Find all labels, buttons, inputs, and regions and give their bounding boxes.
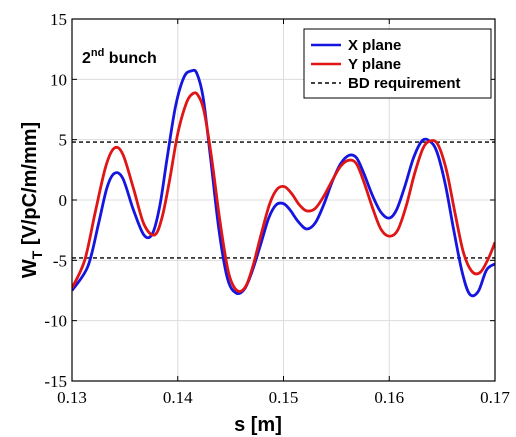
y-tick-label-5: 10 bbox=[50, 70, 67, 89]
y-tick-label-2: -5 bbox=[53, 251, 67, 270]
legend-label-bd-requirement: BD requirement bbox=[348, 75, 461, 92]
y-axis-label-units: [V/pC/m/mm] bbox=[19, 122, 41, 251]
bunch-annotation-superscript: nd bbox=[91, 47, 104, 59]
legend: X plane Y plane BD requirement bbox=[303, 28, 492, 99]
y-tick-label-3: 0 bbox=[59, 191, 68, 210]
y-axis-label-main: W bbox=[19, 259, 41, 278]
y-tick-label-4: 5 bbox=[59, 131, 68, 150]
y-tick-label-0: -15 bbox=[44, 372, 67, 391]
series-line-y-plane bbox=[72, 91, 495, 293]
legend-label-x-plane: X plane bbox=[348, 37, 401, 54]
y-axis-label: WT [V/pC/m/mm] bbox=[19, 122, 45, 278]
x-tick-label-1: 0.14 bbox=[163, 388, 193, 407]
tick-labels: 0.13 0.14 0.15 0.16 0.17 -15 -10 -5 0 5 10 15 bbox=[44, 10, 510, 407]
x-axis-label: s [m] bbox=[234, 414, 282, 436]
x-tick-label-2: 0.15 bbox=[269, 388, 299, 407]
threshold-lines bbox=[72, 141, 495, 259]
bunch-annotation-number: 2 bbox=[82, 50, 91, 67]
series-line-x-plane bbox=[72, 68, 495, 298]
x-tick-label-0: 0.13 bbox=[57, 388, 87, 407]
legend-label-y-plane: Y plane bbox=[348, 56, 401, 73]
ticks bbox=[71, 18, 496, 382]
y-axis-label-subscript: T bbox=[29, 250, 45, 259]
x-tick-label-4: 0.17 bbox=[480, 388, 510, 407]
bunch-annotation-text: bunch bbox=[104, 50, 156, 67]
y-tick-label-6: 15 bbox=[50, 10, 67, 29]
x-tick-label-3: 0.16 bbox=[374, 388, 404, 407]
series-lines bbox=[72, 68, 495, 298]
y-tick-label-1: -10 bbox=[44, 312, 67, 331]
bunch-annotation: 2nd bunch bbox=[82, 47, 157, 67]
